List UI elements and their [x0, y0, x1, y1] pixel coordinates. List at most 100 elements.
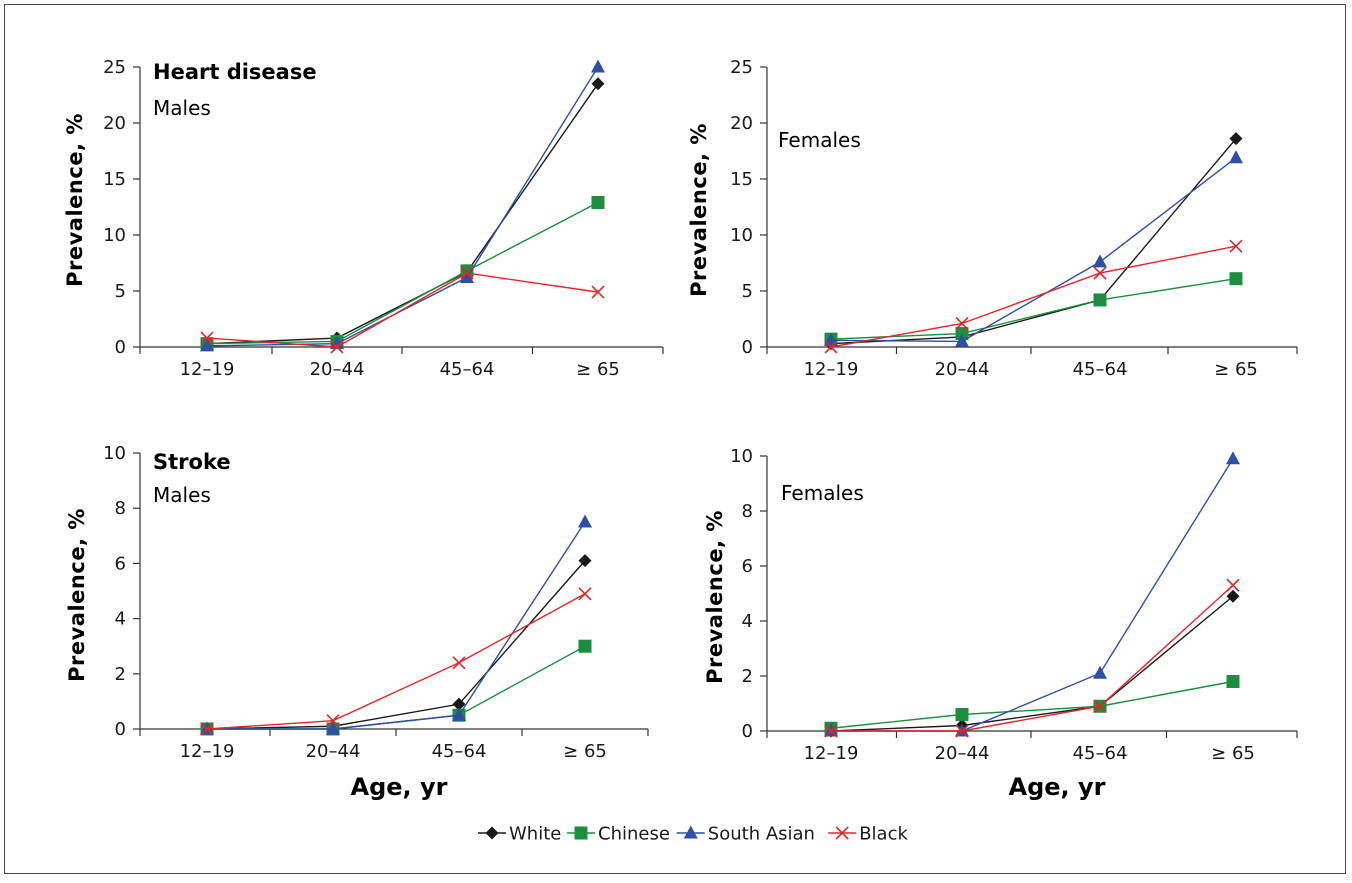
y-tick-label: 2: [115, 664, 126, 685]
chart-panel-1: 0 5 10 15 20 25 12–19 20–44 45–64 ≥ 65 Prevalence,…: [63, 57, 664, 380]
series-black: [824, 239, 1243, 354]
legend-label: Chinese: [598, 824, 670, 845]
x-tick-label: 45–64: [440, 359, 495, 380]
data-point: [200, 338, 214, 352]
series-line: [830, 138, 1237, 345]
data-point: [1229, 239, 1243, 253]
y-axis-label: Prevalence, %: [687, 123, 711, 297]
data-point: [452, 656, 466, 670]
data-point: [460, 266, 474, 280]
panel-title: Heart disease: [153, 60, 317, 84]
series-white: [824, 589, 1240, 738]
y-tick-label: 0: [115, 337, 126, 358]
series-south-asian: [200, 59, 605, 352]
series-chinese: [824, 272, 1243, 346]
y-axis-label: Prevalence, %: [65, 508, 89, 682]
y-tick-label: 20: [103, 113, 126, 134]
data-point: [200, 722, 214, 736]
y-tick-label: 20: [730, 113, 753, 134]
y-axis-label: Prevalence, %: [63, 113, 87, 287]
data-point: [955, 327, 969, 341]
x-tick-label: 12–19: [180, 741, 235, 762]
data-point: [955, 316, 969, 331]
series-line: [830, 595, 1234, 732]
legend-marker: [574, 826, 588, 840]
y-tick-label: 25: [730, 57, 753, 78]
data-point: [955, 333, 969, 347]
x-tick-label: ≥ 65: [1211, 743, 1255, 764]
series-line: [206, 593, 586, 730]
y-tick-label: 8: [742, 501, 753, 522]
data-point: [591, 77, 605, 91]
series-line: [207, 521, 586, 730]
series-white: [824, 132, 1243, 351]
legend-label: South Asian: [708, 824, 815, 845]
x-tick-label: 20–44: [935, 743, 990, 764]
data-point: [955, 708, 969, 721]
data-point: [824, 724, 838, 738]
series-chinese: [200, 639, 592, 736]
x-tick-label: 12–19: [804, 359, 859, 380]
data-point: [578, 514, 592, 528]
data-point: [578, 554, 592, 568]
series-line: [830, 157, 1237, 343]
series-south-asian: [824, 451, 1240, 737]
panel-title: Stroke: [153, 450, 231, 474]
figure-frame: [4, 4, 1346, 874]
data-point: [1093, 699, 1107, 713]
series-line: [830, 680, 1234, 729]
data-point: [452, 707, 466, 721]
data-point: [1226, 578, 1240, 592]
legend-label: White: [509, 824, 561, 845]
y-tick-label: 2: [742, 666, 753, 687]
data-point: [200, 331, 214, 345]
y-tick-label: 6: [742, 556, 753, 577]
data-point: [326, 714, 340, 728]
legend-item-black: Black: [828, 824, 908, 845]
data-point: [591, 59, 605, 73]
series-chinese: [200, 196, 605, 351]
data-point: [591, 285, 605, 299]
data-point: [1226, 451, 1240, 465]
y-tick-label: 10: [730, 446, 753, 467]
legend-item-south-asian: South Asian: [676, 824, 815, 845]
x-tick-label: ≥ 65: [563, 741, 607, 762]
y-tick-label: 4: [115, 609, 126, 630]
legend-item-white: White: [478, 824, 561, 845]
y-tick-label: 10: [103, 225, 126, 246]
y-tick-label: 5: [742, 281, 753, 302]
y-tick-label: 0: [742, 721, 753, 742]
chart-panel-4: 0 2 4 6 8 10 12–19 20–44 45–64 ≥ 65 Prevalence, % A…: [703, 446, 1298, 801]
data-point: [824, 340, 838, 354]
chart-panel-3: 0 2 4 6 8 10 12–19 20–44 45–64 ≥ 65 Prevalence, % A…: [65, 443, 649, 801]
data-point: [1229, 150, 1243, 164]
y-axis-label: Prevalence, %: [703, 510, 727, 684]
series-line: [831, 584, 1234, 732]
data-point: [1093, 665, 1107, 679]
y-tick-label: 0: [742, 337, 753, 358]
series-south-asian: [200, 514, 592, 735]
y-tick-label: 15: [730, 169, 753, 190]
series-line: [206, 272, 599, 348]
series-line: [830, 245, 1237, 348]
series-line: [206, 560, 586, 730]
panel-subtitle: Females: [781, 481, 864, 505]
legend-marker: [835, 826, 849, 840]
legend: White Chinese South Asian Black: [478, 824, 908, 845]
series-line: [206, 83, 599, 345]
series-line: [206, 201, 599, 345]
data-point: [955, 724, 969, 738]
y-tick-label: 8: [115, 498, 126, 519]
x-tick-label: 20–44: [306, 741, 361, 762]
data-point: [578, 587, 592, 601]
y-tick-label: 15: [103, 169, 126, 190]
y-tick-label: 5: [115, 281, 126, 302]
x-tick-label: 12–19: [180, 359, 235, 380]
y-tick-label: 10: [103, 443, 126, 464]
data-point: [1226, 589, 1240, 603]
panel-subtitle: Males: [153, 483, 211, 507]
x-axis-label: Age, yr: [351, 773, 448, 801]
legend-label: Black: [859, 824, 908, 845]
data-point: [452, 697, 466, 711]
